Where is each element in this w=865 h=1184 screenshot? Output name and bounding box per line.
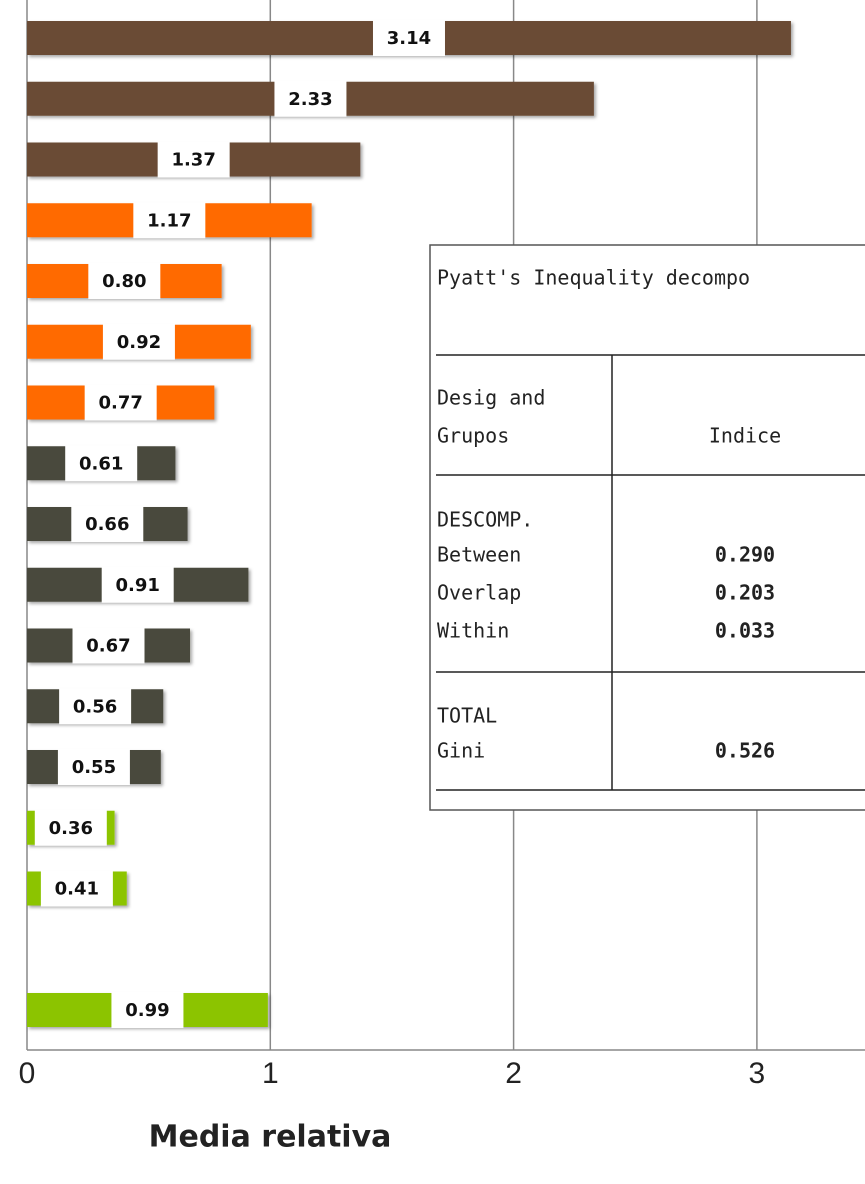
label-box — [274, 80, 347, 117]
row-label: Between — [437, 543, 521, 567]
plot-area: 0 1 2 3 3.14 2.33 1.37 1.17 0.80 0.92 0.77 0.61 0.66… — [19, 0, 865, 1090]
data-label: 0.91 — [115, 575, 159, 596]
section-heading: TOTAL — [437, 704, 497, 728]
label-box — [372, 20, 445, 56]
table-box — [429, 244, 865, 811]
label-box — [88, 263, 161, 299]
label-box — [57, 749, 130, 785]
row-label: Overlap — [437, 581, 521, 605]
label-box — [111, 992, 184, 1028]
data-label: 0.92 — [117, 332, 161, 353]
label-box — [65, 445, 138, 482]
x-tick-label: 1 — [262, 1057, 279, 1090]
row-value: 0.526 — [715, 739, 775, 763]
header-cell: Indice — [709, 424, 781, 448]
data-label: 1.17 — [147, 210, 191, 231]
x-tick-label: 3 — [749, 1057, 766, 1090]
label-box — [34, 809, 107, 846]
label-box — [102, 323, 175, 360]
row-label: Gini — [437, 739, 485, 763]
data-label: 0.41 — [55, 879, 99, 900]
data-label: 0.67 — [86, 636, 130, 657]
data-label: 0.56 — [73, 696, 117, 717]
row-value: 0.290 — [715, 543, 775, 567]
row-label: Within — [437, 619, 509, 643]
x-tick-label: 0 — [19, 1057, 36, 1090]
table-title: Pyatt's Inequality decompo — [437, 266, 750, 290]
label-box — [59, 688, 132, 725]
data-label: 0.36 — [49, 818, 93, 839]
data-label: 0.77 — [98, 393, 142, 414]
label-box — [157, 141, 230, 178]
data-label: 3.14 — [387, 28, 431, 49]
data-label: 1.37 — [171, 150, 215, 171]
data-label: 0.80 — [102, 271, 146, 292]
x-tick-label: 2 — [505, 1057, 522, 1090]
data-label: 0.55 — [72, 757, 116, 778]
section-heading: DESCOMP. — [437, 508, 533, 532]
data-label: 0.99 — [125, 1000, 169, 1021]
header-cell: Desig and — [437, 386, 545, 410]
label-box — [133, 202, 206, 239]
data-label: 0.66 — [85, 514, 129, 535]
data-label: 2.33 — [288, 89, 332, 110]
stats-table: Pyatt's Inequality decompo Desig and Gru… — [429, 244, 865, 811]
label-box — [71, 506, 144, 542]
row-value: 0.033 — [715, 619, 775, 643]
label-box — [101, 566, 174, 603]
data-label: 0.61 — [79, 453, 123, 474]
label-box — [84, 384, 157, 421]
x-axis-title: Media relativa — [149, 1120, 392, 1155]
label-box — [40, 870, 113, 907]
header-cell: Grupos — [437, 424, 509, 448]
row-value: 0.203 — [715, 581, 775, 605]
label-box — [72, 627, 145, 664]
